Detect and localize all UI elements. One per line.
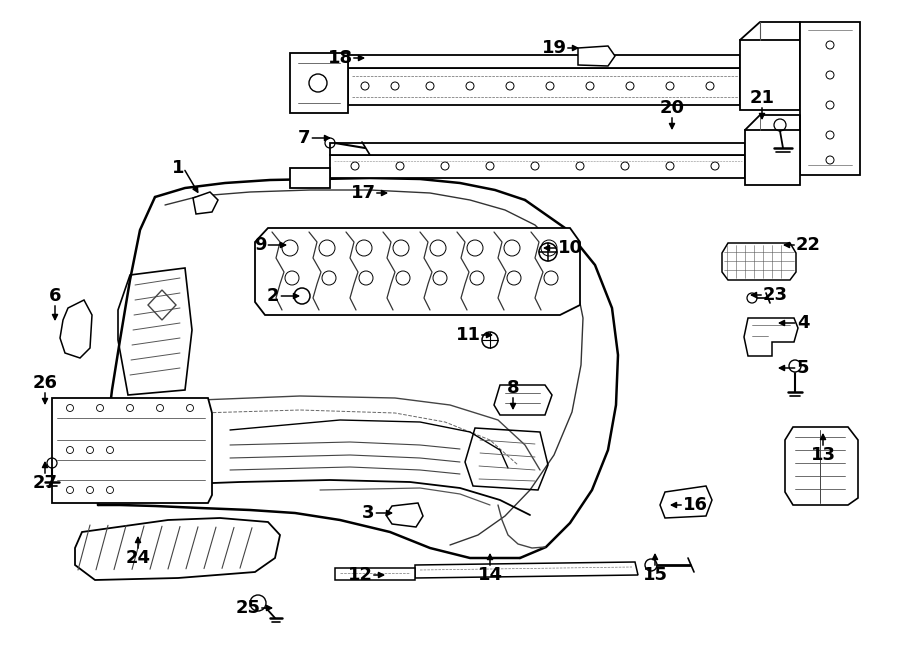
Polygon shape (193, 192, 218, 214)
Text: 13: 13 (811, 446, 835, 464)
Polygon shape (52, 398, 212, 503)
Text: 6: 6 (49, 287, 61, 305)
Polygon shape (255, 228, 580, 315)
Text: 12: 12 (347, 566, 373, 584)
Polygon shape (744, 318, 798, 356)
Text: 26: 26 (32, 374, 58, 392)
Polygon shape (60, 300, 92, 358)
Polygon shape (290, 168, 330, 188)
Text: 4: 4 (796, 314, 809, 332)
Polygon shape (722, 243, 796, 280)
Polygon shape (348, 68, 740, 105)
Polygon shape (578, 46, 615, 66)
Polygon shape (330, 155, 745, 178)
Polygon shape (745, 130, 800, 185)
Polygon shape (740, 40, 800, 110)
Polygon shape (330, 143, 745, 155)
Text: 17: 17 (350, 184, 375, 202)
Text: 1: 1 (172, 159, 184, 177)
Text: 25: 25 (236, 599, 260, 617)
Text: 16: 16 (682, 496, 707, 514)
Text: 20: 20 (660, 99, 685, 117)
Text: 14: 14 (478, 566, 502, 584)
Polygon shape (290, 53, 348, 113)
Polygon shape (386, 503, 423, 527)
Text: 8: 8 (507, 379, 519, 397)
Text: 21: 21 (750, 89, 775, 107)
Text: 15: 15 (643, 566, 668, 584)
Text: 27: 27 (32, 474, 58, 492)
Polygon shape (494, 385, 552, 415)
Polygon shape (335, 568, 415, 580)
Text: 10: 10 (557, 239, 582, 257)
Polygon shape (800, 22, 860, 175)
Text: 22: 22 (796, 236, 821, 254)
Text: 24: 24 (125, 549, 150, 567)
Text: 23: 23 (762, 286, 788, 304)
Text: 9: 9 (254, 236, 266, 254)
Text: 11: 11 (455, 326, 481, 344)
Text: 7: 7 (298, 129, 310, 147)
Polygon shape (75, 518, 280, 580)
Polygon shape (348, 55, 740, 68)
Polygon shape (785, 427, 858, 505)
Polygon shape (415, 562, 638, 578)
Text: 19: 19 (542, 39, 566, 57)
Text: 5: 5 (796, 359, 809, 377)
Text: 18: 18 (328, 49, 353, 67)
Text: 3: 3 (362, 504, 374, 522)
Text: 2: 2 (266, 287, 279, 305)
Polygon shape (660, 486, 712, 518)
